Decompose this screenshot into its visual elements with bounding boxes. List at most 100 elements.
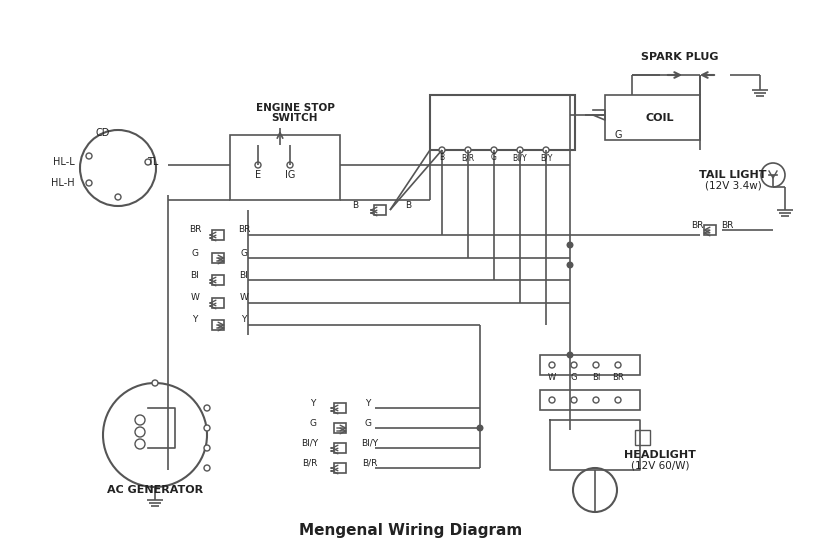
Circle shape — [549, 362, 555, 368]
Circle shape — [615, 397, 621, 403]
Circle shape — [571, 397, 577, 403]
Text: BI/Y: BI/Y — [513, 154, 528, 163]
Text: BR: BR — [612, 373, 624, 383]
Circle shape — [103, 383, 207, 487]
Text: TAIL LIGHT: TAIL LIGHT — [700, 170, 767, 180]
Text: B: B — [405, 200, 411, 210]
Text: W: W — [548, 373, 556, 383]
Text: BR: BR — [188, 226, 201, 234]
Circle shape — [80, 130, 156, 206]
Bar — [540, 390, 640, 410]
Text: BI: BI — [239, 271, 249, 279]
Circle shape — [287, 162, 293, 168]
Text: HL-L: HL-L — [53, 157, 75, 167]
Text: E: E — [255, 170, 261, 180]
Text: BI/Y: BI/Y — [361, 439, 379, 447]
Text: SPARK PLUG: SPARK PLUG — [641, 52, 718, 62]
Bar — [230, 135, 340, 200]
Text: BR: BR — [721, 221, 733, 229]
Bar — [212, 230, 224, 240]
Text: CD: CD — [95, 128, 110, 138]
Circle shape — [593, 397, 599, 403]
Circle shape — [145, 159, 151, 165]
Bar — [430, 95, 575, 150]
Circle shape — [566, 261, 574, 268]
Text: Y: Y — [241, 316, 247, 324]
Text: B/Y: B/Y — [540, 154, 552, 163]
Text: G: G — [491, 154, 497, 163]
Circle shape — [204, 465, 210, 471]
Bar — [212, 275, 224, 285]
Bar — [334, 423, 346, 433]
Circle shape — [135, 415, 145, 425]
Text: W: W — [239, 294, 249, 302]
Text: G: G — [614, 130, 621, 140]
Circle shape — [517, 147, 523, 153]
Circle shape — [135, 427, 145, 437]
Text: TL: TL — [147, 157, 159, 167]
Circle shape — [204, 405, 210, 411]
Circle shape — [115, 194, 121, 200]
Circle shape — [465, 147, 471, 153]
Text: B/R: B/R — [362, 458, 378, 468]
Bar — [334, 403, 346, 413]
Bar — [212, 253, 224, 263]
Circle shape — [204, 445, 210, 451]
Text: COIL: COIL — [646, 113, 674, 123]
Text: IG: IG — [285, 170, 295, 180]
Bar — [704, 225, 716, 235]
Text: AC GENERATOR: AC GENERATOR — [107, 485, 203, 495]
Text: BR: BR — [690, 221, 703, 229]
Bar — [635, 430, 650, 445]
Circle shape — [491, 147, 497, 153]
Text: G: G — [570, 373, 577, 383]
Circle shape — [543, 147, 549, 153]
Circle shape — [477, 424, 483, 432]
Bar — [374, 205, 386, 215]
Text: B: B — [439, 154, 444, 163]
Text: Mengenal Wiring Diagram: Mengenal Wiring Diagram — [300, 523, 523, 537]
Text: Y: Y — [193, 316, 198, 324]
Circle shape — [135, 439, 145, 449]
Circle shape — [439, 147, 445, 153]
Circle shape — [86, 153, 92, 159]
Circle shape — [549, 397, 555, 403]
Text: SWITCH: SWITCH — [272, 113, 319, 123]
Text: B: B — [352, 200, 358, 210]
Text: (12V 3.4w): (12V 3.4w) — [704, 180, 761, 190]
Text: W: W — [191, 294, 199, 302]
Bar — [334, 443, 346, 453]
Circle shape — [615, 362, 621, 368]
Circle shape — [204, 425, 210, 431]
Text: B/R: B/R — [302, 458, 318, 468]
Text: Y: Y — [365, 399, 370, 407]
Text: BI/Y: BI/Y — [301, 439, 319, 447]
Text: ENGINE STOP: ENGINE STOP — [256, 103, 334, 113]
Text: Y: Y — [310, 399, 316, 407]
Circle shape — [571, 362, 577, 368]
Circle shape — [566, 242, 574, 249]
Text: G: G — [240, 249, 248, 257]
Circle shape — [761, 163, 785, 187]
Text: BI: BI — [592, 373, 600, 383]
Text: (12V 60/W): (12V 60/W) — [630, 460, 689, 470]
Bar — [605, 95, 700, 140]
Text: G: G — [192, 249, 198, 257]
Text: BI: BI — [191, 271, 199, 279]
Bar — [212, 298, 224, 308]
Circle shape — [593, 362, 599, 368]
Text: B/R: B/R — [462, 154, 475, 163]
Text: G: G — [309, 418, 317, 428]
Text: BR: BR — [238, 226, 250, 234]
Circle shape — [86, 180, 92, 186]
Text: HEADLIGHT: HEADLIGHT — [624, 450, 696, 460]
Circle shape — [255, 162, 261, 168]
Bar — [540, 355, 640, 375]
Circle shape — [566, 351, 574, 358]
Bar — [212, 320, 224, 330]
Text: G: G — [365, 418, 371, 428]
Bar — [334, 463, 346, 473]
Circle shape — [573, 468, 617, 512]
Text: HL-H: HL-H — [51, 178, 75, 188]
Circle shape — [152, 380, 158, 386]
